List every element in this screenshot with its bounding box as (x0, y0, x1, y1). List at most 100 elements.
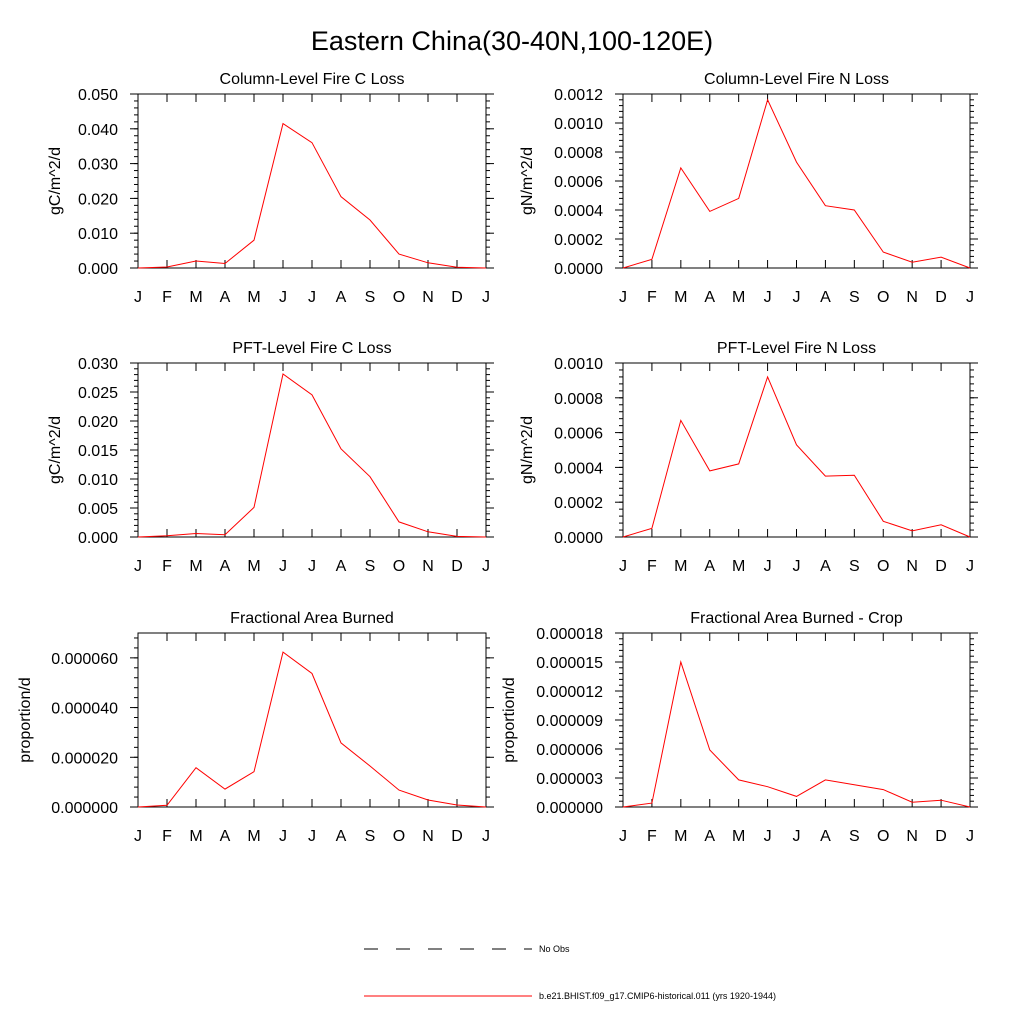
x-tick-label: A (220, 558, 231, 575)
y-tick-label: 0.005 (78, 501, 118, 518)
x-tick-label: A (336, 558, 347, 575)
y-tick-label: 0.0000 (554, 261, 603, 278)
x-tick-label: F (162, 828, 172, 845)
panel-title: PFT-Level Fire N Loss (717, 340, 876, 357)
x-tick-label: O (877, 558, 889, 575)
legend-label-model: b.e21.BHIST.f09_g17.CMIP6-historical.011… (539, 991, 776, 1001)
x-tick-label: A (220, 828, 231, 845)
x-tick-label: J (793, 828, 801, 845)
series-line (137, 373, 487, 538)
y-axis-label: proportion/d (501, 677, 518, 762)
x-tick-label: O (877, 828, 889, 845)
x-tick-label: N (906, 828, 918, 845)
x-tick-label: M (247, 558, 260, 575)
x-tick-label: J (619, 558, 627, 575)
x-tick-label: D (935, 828, 947, 845)
y-tick-label: 0.000 (78, 530, 118, 547)
y-tick-label: 0.000040 (51, 701, 118, 718)
x-tick-label: J (482, 289, 490, 306)
x-tick-label: O (393, 828, 405, 845)
x-tick-label: D (451, 828, 463, 845)
x-tick-label: F (647, 558, 657, 575)
x-tick-label: J (793, 558, 801, 575)
x-tick-label: M (189, 558, 202, 575)
figure-title: Eastern China(30-40N,100-120E) (311, 26, 713, 56)
x-tick-label: J (619, 289, 627, 306)
y-tick-label: 0.000009 (536, 713, 603, 730)
x-tick-label: F (647, 289, 657, 306)
y-tick-label: 0.0010 (554, 116, 603, 133)
plot-frame (622, 93, 971, 269)
y-tick-label: 0.0008 (554, 391, 603, 408)
x-tick-label: M (732, 828, 745, 845)
y-tick-label: 0.020 (78, 414, 118, 431)
x-tick-label: N (422, 558, 434, 575)
x-tick-label: J (134, 289, 142, 306)
x-tick-label: J (764, 289, 772, 306)
y-tick-label: 0.0002 (554, 232, 603, 249)
y-tick-label: 0.000060 (51, 651, 118, 668)
plot-frame (137, 362, 487, 538)
x-tick-label: M (674, 289, 687, 306)
x-tick-label: J (134, 828, 142, 845)
x-tick-label: J (619, 828, 627, 845)
panel-title: Column-Level Fire N Loss (704, 71, 889, 88)
x-tick-label: D (935, 558, 947, 575)
series-line (622, 375, 971, 538)
y-tick-label: 0.000012 (536, 684, 603, 701)
x-tick-label: J (308, 828, 316, 845)
x-tick-label: J (482, 828, 490, 845)
plot-frame (622, 362, 971, 538)
x-tick-label: M (674, 828, 687, 845)
y-tick-label: 0.000018 (536, 626, 603, 643)
x-tick-label: A (704, 828, 715, 845)
x-tick-label: O (393, 289, 405, 306)
x-tick-label: J (966, 289, 974, 306)
x-tick-label: J (279, 558, 287, 575)
x-tick-label: M (732, 558, 745, 575)
x-tick-label: S (365, 289, 376, 306)
y-axis-label: gN/m^2/d (519, 147, 536, 215)
x-tick-label: S (849, 289, 860, 306)
legend-label-no-obs: No Obs (539, 944, 570, 954)
x-tick-label: S (365, 828, 376, 845)
y-tick-label: 0.030 (78, 157, 118, 174)
y-tick-label: 0.000006 (536, 742, 603, 759)
y-tick-label: 0.0002 (554, 495, 603, 512)
x-tick-label: M (247, 289, 260, 306)
x-tick-label: M (247, 828, 260, 845)
x-tick-label: N (906, 558, 918, 575)
x-tick-label: S (849, 558, 860, 575)
y-tick-label: 0.000000 (536, 800, 603, 817)
y-tick-label: 0.010 (78, 472, 118, 489)
y-tick-label: 0.050 (78, 87, 118, 104)
x-tick-label: M (674, 558, 687, 575)
y-axis-label: gN/m^2/d (519, 416, 536, 484)
series-line (622, 98, 971, 269)
x-tick-label: J (308, 289, 316, 306)
y-tick-label: 0.000003 (536, 771, 603, 788)
y-tick-label: 0.000 (78, 261, 118, 278)
y-tick-label: 0.0008 (554, 145, 603, 162)
y-axis-label: gC/m^2/d (47, 147, 64, 215)
x-tick-label: A (704, 558, 715, 575)
y-tick-label: 0.000015 (536, 655, 603, 672)
x-tick-label: J (764, 558, 772, 575)
x-tick-label: J (966, 828, 974, 845)
x-tick-label: N (422, 289, 434, 306)
y-tick-label: 0.0012 (554, 87, 603, 104)
x-tick-label: S (849, 828, 860, 845)
x-tick-label: A (820, 558, 831, 575)
x-tick-label: M (732, 289, 745, 306)
y-tick-label: 0.0010 (554, 356, 603, 373)
panel-title: Column-Level Fire C Loss (220, 71, 405, 88)
x-tick-label: A (820, 289, 831, 306)
x-tick-label: A (220, 289, 231, 306)
x-tick-label: N (422, 828, 434, 845)
